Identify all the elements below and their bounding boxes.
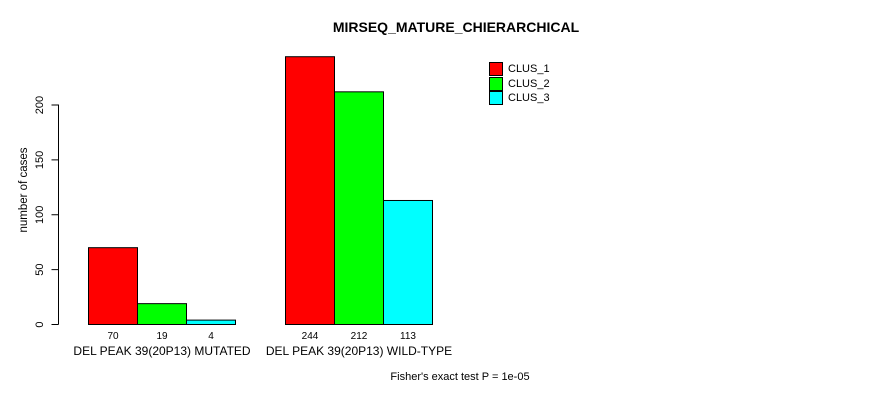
y-tick-label: 50 xyxy=(34,264,46,276)
bar-clus_3-mutated xyxy=(186,319,236,325)
bar-clus_2-mutated xyxy=(137,303,187,325)
legend-item: CLUS_2 xyxy=(489,76,550,92)
bar-value-label: 4 xyxy=(208,331,214,342)
y-tick-label: 200 xyxy=(34,96,46,114)
legend-swatch-clus_1 xyxy=(489,62,503,77)
y-tick-label: 100 xyxy=(34,206,46,224)
legend: CLUS_1 CLUS_2 CLUS_3 xyxy=(489,62,550,106)
bar-value-label: 70 xyxy=(107,331,119,342)
bar-value-label: 19 xyxy=(156,331,168,342)
legend-item: CLUS_3 xyxy=(489,91,550,106)
y-tick-label: 150 xyxy=(34,151,46,169)
y-axis-label: number of cases xyxy=(18,147,30,232)
legend-label: CLUS_3 xyxy=(508,92,550,105)
bar-clus_3-wild-type xyxy=(383,199,433,325)
y-tick-label: 0 xyxy=(34,321,46,327)
statistical-test-note: Fisher's exact test P = 1e-05 xyxy=(390,371,530,383)
legend-label: CLUS_1 xyxy=(508,63,550,76)
bar-clus_1-mutated xyxy=(88,247,138,325)
legend-label: CLUS_2 xyxy=(508,77,550,90)
chart-title: MIRSEQ_MATURE_CHIERARCHICAL xyxy=(332,19,580,35)
category-label: DEL PEAK 39(20P13) WILD-TYPE xyxy=(266,344,452,358)
bar-clus_2-wild-type xyxy=(334,91,384,325)
bar-clus_1-wild-type xyxy=(285,56,335,326)
bar-value-label: 244 xyxy=(302,331,319,342)
bar-value-label: 113 xyxy=(400,331,416,342)
bar-value-label: 212 xyxy=(351,331,368,342)
legend-swatch-clus_3 xyxy=(489,91,503,106)
legend-item: CLUS_1 xyxy=(489,62,550,77)
category-label: DEL PEAK 39(20P13) MUTATED xyxy=(73,344,251,358)
legend-swatch-clus_2 xyxy=(489,76,503,91)
